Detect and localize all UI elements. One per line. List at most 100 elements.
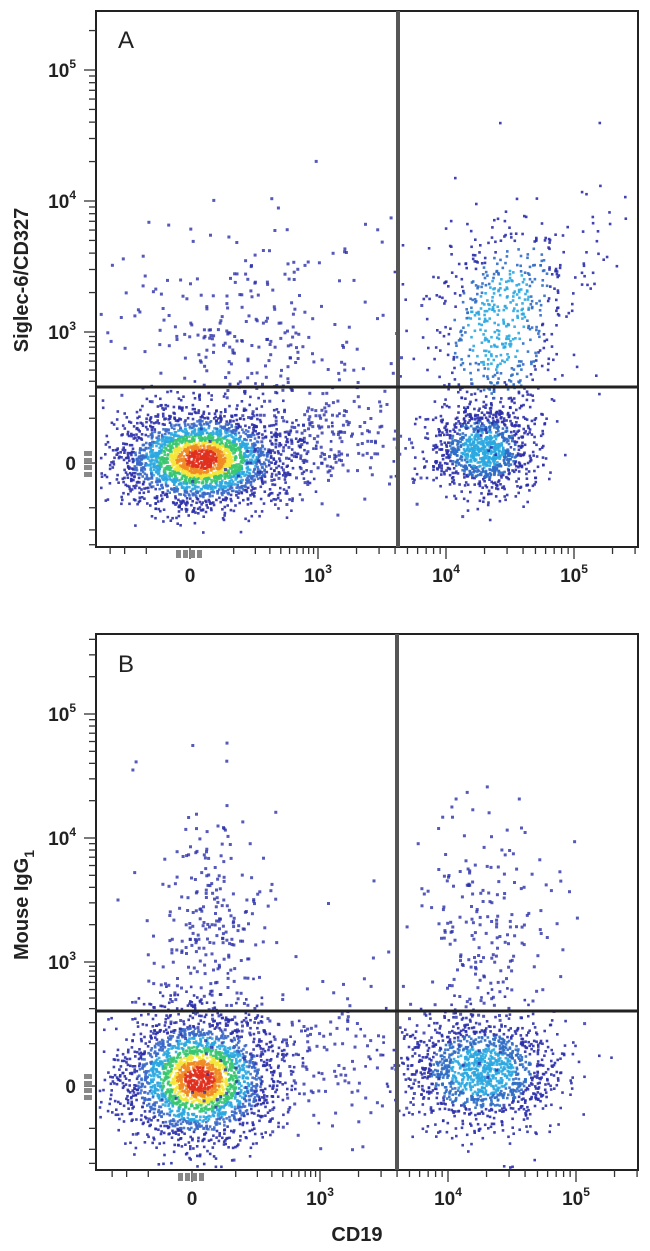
scatter-point — [380, 424, 384, 428]
scatter-point — [194, 449, 197, 453]
scatter-point — [440, 467, 443, 470]
scatter-point — [471, 298, 474, 302]
scatter-point — [446, 450, 449, 454]
scatter-point — [305, 459, 309, 463]
scatter-point — [160, 462, 163, 465]
scatter-point — [109, 339, 113, 343]
scatter-point — [323, 406, 327, 410]
scatter-point — [508, 269, 512, 273]
scatter-point — [516, 314, 519, 318]
scatter-point — [156, 455, 159, 459]
scatter-point — [515, 303, 518, 306]
scatter-point — [405, 329, 408, 333]
scatter-point — [522, 505, 525, 508]
scatter-point — [280, 416, 284, 419]
scatter-point — [493, 426, 496, 429]
scatter-point — [506, 413, 510, 416]
scatter-point — [273, 462, 277, 466]
scatter-points-b — [98, 741, 613, 1169]
scatter-point — [272, 305, 276, 309]
scatter-point — [533, 483, 536, 486]
scatter-point — [448, 473, 452, 477]
scatter-point — [206, 436, 210, 440]
scatter-point — [191, 430, 194, 433]
scatter-point — [202, 444, 205, 447]
scatter-point — [459, 445, 463, 448]
scatter-point — [504, 449, 507, 452]
scatter-point — [346, 453, 349, 457]
scatter-point — [238, 468, 242, 471]
scatter-point — [344, 251, 348, 254]
scatter-point — [458, 422, 462, 425]
scatter-point — [144, 446, 148, 450]
scatter-point — [528, 284, 532, 288]
scatter-point — [200, 464, 204, 468]
scatter-point — [269, 492, 272, 495]
scatter-point — [228, 485, 231, 488]
scatter-point — [504, 430, 508, 433]
scatter-point — [138, 310, 142, 314]
scatter-point — [418, 415, 422, 419]
scatter-point — [525, 484, 528, 487]
scatter-point — [472, 471, 475, 474]
scatter-point — [228, 480, 232, 483]
scatter-point — [287, 486, 291, 489]
scatter-point — [133, 486, 137, 490]
scatter-point — [447, 454, 450, 457]
scatter-point — [176, 461, 179, 465]
scatter-point — [211, 439, 215, 442]
scatter-point — [210, 485, 214, 488]
scatter-point — [342, 414, 346, 418]
scatter-point — [337, 371, 341, 375]
scatter-point — [190, 426, 194, 429]
scatter-point — [188, 426, 192, 430]
scatter-point — [245, 447, 249, 450]
scatter-point — [175, 423, 178, 427]
scatter-point — [527, 470, 531, 473]
scatter-point — [134, 524, 137, 527]
scatter-point — [497, 323, 500, 327]
scatter-point — [487, 421, 491, 424]
scatter-point — [230, 471, 233, 475]
scatter-point — [226, 504, 229, 507]
scatter-point — [243, 489, 246, 492]
scatter-point — [149, 453, 153, 457]
scatter-point — [507, 449, 510, 453]
scatter-point — [502, 453, 505, 457]
scatter-point — [188, 412, 191, 415]
scatter-point — [432, 468, 435, 471]
scatter-point — [550, 332, 554, 336]
scatter-point — [544, 236, 547, 240]
scatter-point — [192, 492, 195, 495]
scatter-point — [319, 445, 323, 449]
scatter-point — [255, 473, 259, 477]
scatter-point — [202, 410, 206, 414]
scatter-point — [227, 371, 231, 375]
scatter-point — [121, 448, 125, 452]
scatter-point — [246, 357, 250, 361]
scatter-point — [199, 416, 203, 419]
scatter-point — [550, 273, 554, 276]
scatter-point — [191, 407, 195, 411]
scatter-point — [453, 366, 456, 370]
scatter-point — [477, 362, 480, 366]
scatter-point — [492, 446, 495, 449]
scatter-point — [199, 494, 202, 498]
scatter-point — [492, 481, 495, 485]
scatter-point — [203, 416, 206, 420]
scatter-point — [218, 1071, 222, 1075]
scatter-point — [352, 399, 356, 403]
scatter-point — [515, 408, 518, 412]
scatter-point — [448, 483, 452, 486]
scatter-point — [110, 263, 114, 267]
scatter-point — [137, 500, 141, 504]
scatter-point — [161, 476, 164, 480]
scatter-point — [177, 498, 180, 502]
scatter-point — [99, 312, 103, 316]
scatter-point — [538, 299, 541, 303]
scatter-point — [129, 489, 132, 493]
scatter-point — [602, 258, 605, 261]
scatter-point — [261, 482, 265, 485]
scatter-point — [474, 434, 477, 437]
scatter-point — [138, 460, 142, 464]
